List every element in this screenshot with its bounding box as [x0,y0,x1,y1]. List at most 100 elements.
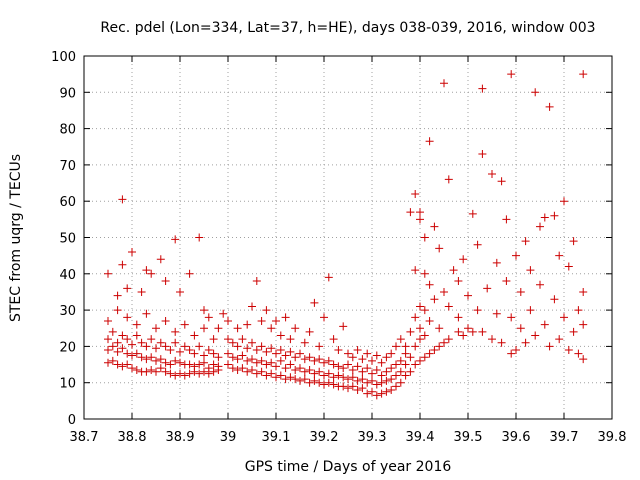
data-point [291,324,300,333]
data-point [228,353,237,362]
data-point [339,373,348,382]
y-tick-label: 10 [59,377,76,392]
data-point [152,344,160,353]
data-point [425,349,434,358]
data-point [560,313,568,322]
data-point [531,331,540,340]
data-point [291,365,300,374]
data-point [248,302,256,311]
data-point [464,324,472,333]
data-point [329,360,338,369]
data-point [161,342,170,351]
data-point [161,367,170,376]
data-point [185,269,194,278]
data-point [132,365,141,374]
data-point [137,353,146,362]
data-point [171,235,180,244]
data-point [540,213,549,222]
data-point [252,358,261,367]
data-point [108,327,117,336]
data-point [171,356,180,365]
y-tick-label: 40 [59,268,76,283]
data-point [454,313,463,322]
data-point [416,215,424,224]
data-point [214,324,223,333]
data-point [473,240,482,249]
data-point [104,358,112,367]
data-point [113,291,122,300]
data-point [358,355,367,364]
data-point [536,280,544,289]
data-point [224,316,232,325]
data-point [185,369,194,378]
data-point [468,327,477,336]
data-point [488,335,496,344]
data-point [502,215,511,224]
data-point [449,266,458,275]
data-point [152,356,160,365]
data-point [579,320,588,329]
data-point [195,233,204,242]
data-point [209,349,218,358]
data-point [550,211,559,220]
data-point [118,331,127,340]
data-point [387,349,396,358]
data-point [195,342,204,351]
data-point [156,338,165,347]
data-point [224,349,232,358]
data-point [108,356,117,365]
data-point [147,365,156,374]
x-tick-label: 39.4 [406,430,435,445]
data-point [425,316,434,325]
data-point [420,331,429,340]
data-point [128,364,136,373]
data-point [209,335,218,344]
data-point [123,349,132,358]
data-point [128,248,136,257]
data-point [238,364,247,373]
y-axis-label: STEC from uqrg / TECUs [8,154,24,322]
data-point [416,324,424,333]
data-point [296,364,304,373]
data-point [190,362,199,371]
data-point [195,360,204,369]
data-point [396,367,405,376]
data-point [574,306,583,315]
data-point [564,262,573,271]
data-point [156,255,165,264]
data-point [344,360,352,369]
data-point [334,346,343,355]
x-tick-label: 39.1 [262,430,291,445]
data-point [420,233,429,242]
data-point [166,369,175,378]
data-point [401,342,410,351]
data-point [372,365,381,374]
data-point [550,295,559,304]
data-point [190,349,199,358]
data-point [416,335,424,344]
grid-lines [84,56,612,419]
data-point [200,358,208,367]
data-point [411,360,420,369]
data-point [171,338,180,347]
data-point [200,367,208,376]
data-point [420,353,429,362]
data-point [320,313,328,322]
data-point [286,347,295,356]
data-point [108,342,117,351]
chart-title: Rec. pdel (Lon=334, Lat=37, h=HE), days … [100,20,595,36]
data-point [257,356,266,365]
data-point [392,342,400,351]
data-point [147,335,156,344]
data-point [286,360,295,369]
data-point [176,369,184,378]
data-point [339,364,348,373]
data-point [430,346,439,355]
data-point [315,355,324,364]
data-point [300,338,309,347]
data-point [382,367,391,376]
data-point [334,371,343,380]
data-point [507,70,516,79]
data-point [358,384,367,393]
